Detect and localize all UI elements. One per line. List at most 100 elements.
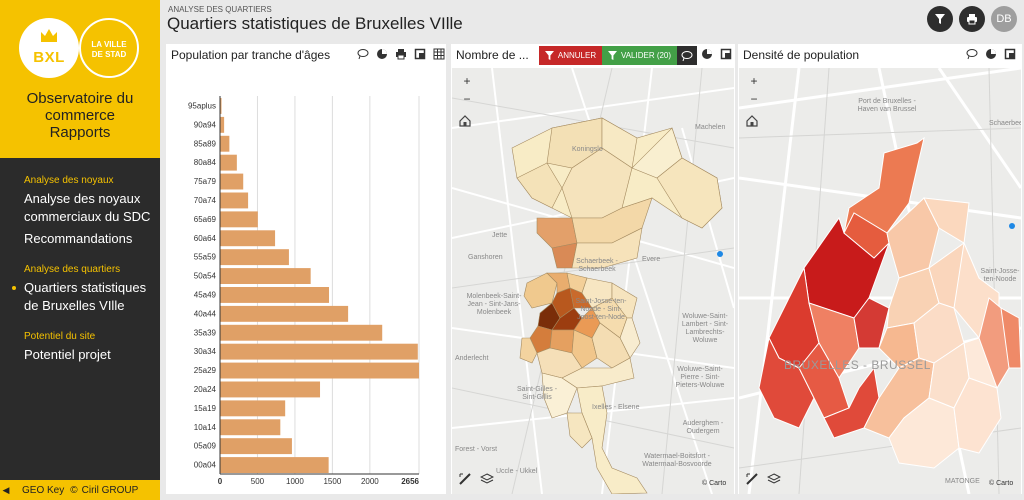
- filter-icon: [935, 14, 945, 24]
- validate-button[interactable]: VALIDER (20): [602, 46, 677, 65]
- map-label: Ganshoren: [468, 254, 503, 261]
- category-label: 00a04: [194, 461, 217, 470]
- bar[interactable]: [220, 211, 258, 228]
- sidebar-item-noyaux[interactable]: Analyse des noyaux commerciaux du SDC: [24, 191, 151, 224]
- bar[interactable]: [220, 192, 249, 209]
- avatar[interactable]: DB: [991, 6, 1017, 32]
- map-label: Molenbeek-Saint-Jean - Sint-Jans-Molenbe…: [466, 293, 522, 316]
- map1-toolbar: [700, 47, 732, 60]
- map-label: Auderghem - Oudergem: [682, 420, 724, 435]
- map-label: Jette: [492, 232, 508, 239]
- bar[interactable]: [220, 230, 276, 247]
- pie-icon[interactable]: [375, 47, 388, 60]
- bar[interactable]: [220, 381, 321, 398]
- bar-chart: 95aplus 90a94 85a89 80a84 75a79 70a74 65a69 60a…: [188, 96, 420, 486]
- map-label: Koningslo: [572, 146, 603, 153]
- city-logo: LA VILLE DE STAD: [79, 18, 139, 78]
- category-label: 55a59: [194, 253, 217, 262]
- bar[interactable]: [220, 287, 330, 303]
- map-label: Saint-Josse-ten-Noode - Sint-Joost-ten-N…: [575, 298, 627, 321]
- bar[interactable]: [220, 343, 418, 360]
- map-label: Evere: [642, 256, 661, 263]
- sidebar-item-recommandations[interactable]: Recommandations: [24, 231, 133, 246]
- zoom-in-button[interactable]: +: [463, 74, 471, 88]
- tick-label: 1000: [286, 477, 304, 486]
- home-button[interactable]: [458, 114, 474, 130]
- bar[interactable]: [220, 173, 244, 190]
- bar[interactable]: [220, 324, 383, 341]
- ruler-icon: [746, 473, 758, 485]
- filter-button[interactable]: [927, 6, 953, 32]
- chart-toolbar: [356, 47, 445, 60]
- zoom-in-button[interactable]: +: [750, 74, 758, 88]
- bar[interactable]: [220, 98, 222, 114]
- collapse-arrow-icon[interactable]: ◀: [2, 484, 10, 495]
- age-chart-panel: Population par tranche d'âges 95aplus 90a…: [166, 44, 446, 494]
- category-label: 85a89: [194, 139, 217, 148]
- layers-icon: [766, 473, 782, 484]
- bar[interactable]: [220, 135, 230, 152]
- sidebar-header: BXL LA VILLE DE STAD Observatoire du com…: [0, 0, 160, 158]
- lasso-icon: [681, 50, 693, 61]
- layers-button[interactable]: [479, 472, 495, 491]
- bar[interactable]: [220, 268, 311, 284]
- zoom-controls: + −: [458, 72, 476, 108]
- cancel-button[interactable]: ANNULER: [539, 46, 602, 65]
- bar[interactable]: [220, 154, 237, 171]
- bar[interactable]: [220, 116, 225, 133]
- tick-label: 500: [251, 477, 265, 486]
- lasso-icon[interactable]: [965, 47, 978, 60]
- chart-title: Population par tranche d'âges: [171, 48, 331, 62]
- home-icon: [746, 115, 758, 127]
- lasso-icon[interactable]: [356, 47, 369, 60]
- expand-icon[interactable]: [719, 47, 732, 60]
- category-label: 60a64: [194, 234, 217, 243]
- measure-button[interactable]: [458, 472, 472, 491]
- map-label: Machelen: [695, 124, 726, 131]
- zoom-out-button[interactable]: −: [750, 92, 758, 106]
- sidebar-item-potentiel[interactable]: Potentiel projet: [24, 347, 111, 362]
- expand-icon[interactable]: [1003, 47, 1016, 60]
- print-button[interactable]: [959, 6, 985, 32]
- bar[interactable]: [220, 438, 292, 455]
- app-title: Observatoire du commerce Rapports: [26, 90, 134, 141]
- sidebar-item-quartiers[interactable]: Quartiers statistiques de Bruxelles VIll…: [0, 279, 160, 315]
- map-label: Saint-Gilles - Sint-Gillis: [516, 386, 558, 401]
- lasso-button[interactable]: [677, 46, 697, 65]
- category-label: 65a69: [194, 215, 217, 224]
- category-label: 35a39: [194, 328, 217, 337]
- table-icon[interactable]: [432, 47, 445, 60]
- pie-icon[interactable]: [700, 47, 713, 60]
- attribution: © Carto: [989, 480, 1014, 487]
- home-button[interactable]: [745, 114, 761, 130]
- tick-label: 0: [218, 477, 223, 486]
- bar[interactable]: [220, 419, 281, 436]
- section-heading: Potentiel du site: [24, 331, 96, 342]
- map2-canvas: [739, 68, 1021, 494]
- filter-off-icon: [544, 51, 554, 60]
- expand-icon[interactable]: [413, 47, 426, 60]
- bar[interactable]: [220, 305, 349, 322]
- map-label: BRUXELLES - BRUSSEL: [784, 358, 931, 372]
- zoom-controls: + −: [745, 72, 763, 108]
- map-label: Port de Bruxelles - Haven van Brussel: [857, 98, 917, 113]
- layers-button[interactable]: [766, 472, 782, 491]
- bar[interactable]: [220, 400, 286, 417]
- category-label: 40a44: [194, 309, 217, 318]
- bar[interactable]: [220, 362, 419, 379]
- bar[interactable]: [220, 457, 329, 473]
- map1-canvas: [452, 68, 734, 494]
- tick-label: 2656: [401, 477, 419, 486]
- pie-icon[interactable]: [984, 47, 997, 60]
- map-label: Schaerbeek: [989, 120, 1021, 127]
- zoom-out-button[interactable]: −: [463, 92, 471, 106]
- bar[interactable]: [220, 249, 289, 266]
- category-label: 50a54: [194, 272, 217, 281]
- category-label: 30a34: [194, 347, 217, 356]
- measure-button[interactable]: [745, 472, 759, 491]
- map-count[interactable]: Koningslo Machelen Jette Ganshoren Schae…: [452, 68, 734, 494]
- map-density[interactable]: Port de Bruxelles - Haven van Brussel Sc…: [739, 68, 1021, 494]
- section-heading: Analyse des noyaux: [24, 175, 114, 186]
- printer-icon[interactable]: [394, 47, 407, 60]
- map-label: Woluwe-Saint-Pierre - Sint-Pieters-Woluw…: [675, 366, 725, 389]
